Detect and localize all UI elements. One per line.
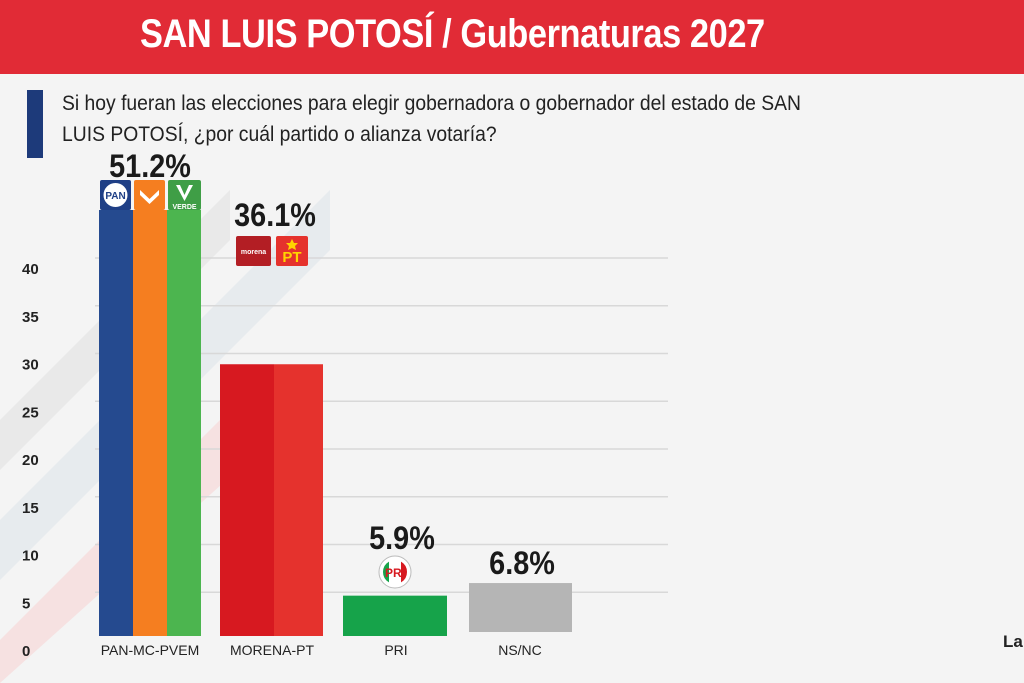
y-tick-label: 30 xyxy=(22,357,39,374)
y-tick-label: 10 xyxy=(22,548,39,565)
pt-logo-text: PT xyxy=(282,249,301,266)
bar-nsnc xyxy=(469,583,572,632)
pri-logo-green xyxy=(383,561,389,583)
pri-logo-text: PRI xyxy=(385,566,405,580)
verde-logo-text: VERDE xyxy=(172,204,196,211)
question-accent-bar xyxy=(27,90,43,158)
x-category-label: NS/NC xyxy=(498,642,542,658)
bar-pri xyxy=(343,595,447,636)
header-banner: SAN LUIS POTOSÍ / Gubernaturas 2027 xyxy=(0,0,1024,74)
y-tick-label: 15 xyxy=(22,500,39,517)
chart-bars xyxy=(99,210,572,636)
pan-logo-text: PAN xyxy=(105,191,125,202)
pri-logo-red xyxy=(401,561,408,583)
x-category-label: MORENA-PT xyxy=(230,642,314,658)
data-label: 36.1% xyxy=(234,198,316,234)
survey-question: Si hoy fueran las elecciones para elegir… xyxy=(62,92,801,146)
title-subject: / Gubernaturas 2027 xyxy=(433,12,765,56)
x-axis-labels: PAN-MC-PVEM MORENA-PT PRI NS/NC xyxy=(101,642,542,658)
y-tick-label: 35 xyxy=(22,309,39,326)
bar-pan xyxy=(99,210,133,636)
mc-logo-mark xyxy=(140,190,159,204)
bar-morena xyxy=(220,364,274,636)
data-label: 51.2% xyxy=(109,149,191,185)
bar-pvem xyxy=(167,210,201,636)
morena-logo-text: morena xyxy=(241,249,266,256)
mc-logo-icon xyxy=(134,180,165,210)
x-category-label: PRI xyxy=(384,642,407,658)
y-axis-ticks: 0 5 10 15 20 25 30 35 40 xyxy=(22,261,39,660)
data-label: 5.9% xyxy=(369,521,435,557)
pt-logo-icon xyxy=(276,236,308,266)
morena-logo-icon xyxy=(236,236,271,266)
footer-watermark-text: La xyxy=(1003,632,1023,651)
data-labels: 51.2% 36.1% 5.9% 6.8% xyxy=(109,149,555,582)
y-tick-label: 5 xyxy=(22,595,30,612)
page-title: SAN LUIS POTOSÍ / Gubernaturas 2027 xyxy=(140,12,765,57)
party-logos: PAN VERDE morena PT PRI xyxy=(100,180,412,589)
pt-logo-star xyxy=(286,239,298,250)
bar-mc xyxy=(133,210,167,636)
data-label: 6.8% xyxy=(489,546,555,582)
verde-logo-mark xyxy=(176,185,193,201)
title-state: SAN LUIS POTOSÍ xyxy=(140,12,434,56)
y-tick-label: 25 xyxy=(22,404,39,421)
y-tick-label: 20 xyxy=(22,452,39,469)
y-tick-label: 0 xyxy=(22,643,30,660)
x-category-label: PAN-MC-PVEM xyxy=(101,642,200,658)
bar-pt xyxy=(274,364,323,636)
y-tick-label: 40 xyxy=(22,261,39,278)
pan-logo-ring xyxy=(103,183,128,207)
